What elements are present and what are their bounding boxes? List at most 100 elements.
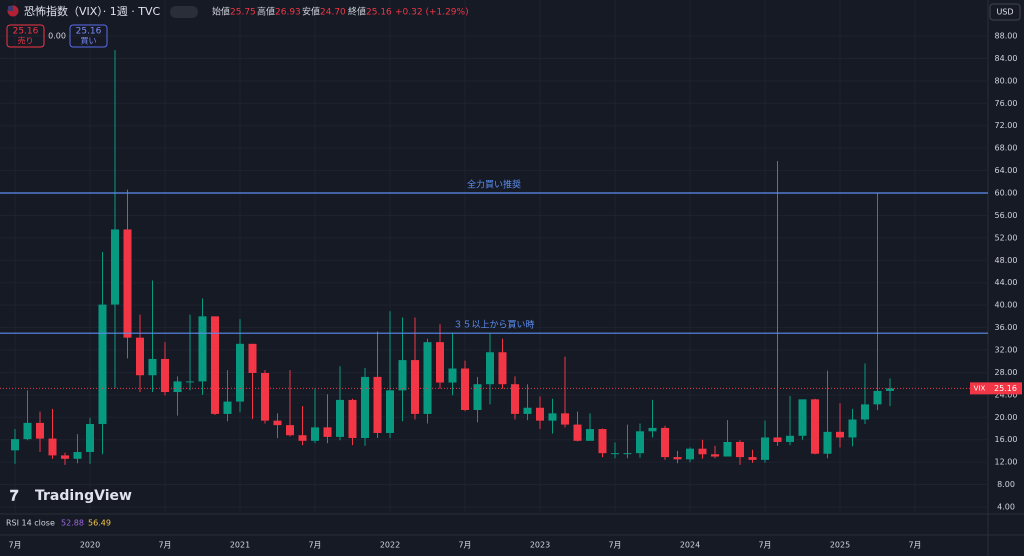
high-value: 26.93 [275, 8, 301, 18]
candle-body [786, 435, 794, 442]
y-tick-label: 68.00 [995, 144, 1018, 153]
candle-body [598, 429, 607, 454]
open-label: 始値 [212, 6, 230, 18]
candle-body [736, 441, 744, 458]
candle-body [523, 407, 532, 414]
y-tick-label: 8.00 [997, 480, 1015, 489]
candle-body [498, 352, 507, 385]
candle-body [73, 452, 82, 459]
candle-body [223, 401, 232, 414]
y-tick-label: 48.00 [995, 256, 1018, 265]
candle-body [873, 390, 882, 405]
candle-body [848, 419, 857, 438]
symbol-badge [970, 382, 989, 395]
candle-body [636, 431, 644, 454]
y-tick-label: 12.00 [995, 458, 1018, 467]
candle-body [461, 368, 469, 410]
y-tick-label: 88.00 [995, 32, 1018, 41]
low-label: 安値 [302, 6, 320, 18]
candle-body [173, 381, 182, 393]
y-tick-label: 64.00 [995, 166, 1018, 175]
y-tick-label: 20.00 [995, 413, 1018, 422]
candle-body [611, 453, 619, 455]
toggle[interactable] [170, 6, 198, 18]
symbol-badge-text: VIX [974, 384, 986, 392]
line-label: ３５以上から買い時 [453, 320, 534, 331]
candle-body [561, 413, 569, 425]
candle-body [586, 429, 594, 441]
candle-body [723, 441, 732, 457]
sell-label: 売り [18, 36, 34, 46]
high-label: 高値 [257, 6, 275, 18]
candle-body [423, 342, 432, 414]
flag-icon [8, 6, 13, 11]
candle-body [623, 453, 632, 455]
rsi-value: 52.88 [61, 519, 84, 528]
x-tick-label: 2023 [530, 541, 550, 550]
candle-body [211, 316, 219, 414]
candle-body [198, 316, 207, 382]
y-tick-label: 52.00 [995, 233, 1018, 242]
buy-price: 25.16 [76, 27, 102, 37]
buy-button[interactable] [69, 24, 108, 48]
candle-body [548, 413, 557, 421]
candle-body [686, 448, 694, 460]
sell-price: 25.16 [13, 27, 39, 37]
candle-body [61, 455, 69, 459]
close-label: 終値 [348, 6, 366, 18]
y-tick-label: 84.00 [995, 54, 1018, 63]
candle-body [11, 439, 19, 451]
candle-body [836, 431, 844, 438]
y-tick-label: 16.00 [995, 435, 1018, 444]
x-tick-label: 7月 [308, 541, 321, 550]
candle-body [48, 438, 57, 456]
candle-body [373, 376, 382, 433]
candle-body [361, 376, 369, 439]
y-tick-label: 76.00 [995, 99, 1018, 108]
candle-body [111, 229, 119, 305]
candle-body [886, 388, 894, 391]
y-tick-label: 56.00 [995, 211, 1018, 220]
currency-button[interactable] [989, 3, 1021, 21]
y-tick-label: 44.00 [995, 278, 1018, 287]
marks: 全力買い推奨 ３５以上から買い時 [0, 50, 988, 465]
candle-body [698, 448, 707, 455]
line-label: 全力買い推奨 [467, 179, 521, 191]
candle-body [236, 343, 244, 402]
y-tick-label: 32.00 [995, 345, 1018, 354]
candle-body [473, 384, 482, 410]
x-tick-label: 2020 [80, 541, 100, 550]
sell-button[interactable] [6, 24, 45, 48]
y-tick-label: 28.00 [995, 368, 1018, 377]
candle-body [23, 422, 32, 440]
close-value: 25.16 [366, 8, 392, 18]
candle-body [98, 304, 107, 425]
logo-mark: 𝟕 [10, 487, 19, 505]
candle-body [123, 229, 132, 338]
low-value: 24.70 [320, 8, 346, 18]
candle-body [761, 437, 769, 460]
x-tick-label: 7月 [908, 541, 921, 550]
buy-label: 買い [81, 37, 97, 46]
y-tick-label: 4.00 [997, 502, 1015, 511]
candle-body [336, 399, 344, 437]
candle-body [823, 431, 832, 454]
x-tick-label: 7月 [458, 541, 471, 550]
candle-body [298, 435, 307, 441]
candle-body [798, 399, 807, 436]
y-tick-label: 80.00 [995, 76, 1018, 85]
candle-body [711, 454, 719, 457]
candle-body [311, 427, 319, 441]
candle-body [573, 424, 582, 441]
spread: 0.00 [48, 32, 66, 41]
x-tick-label: 2022 [380, 541, 400, 550]
y-tick-label: 60.00 [995, 189, 1018, 198]
x-tick-label: 2025 [830, 541, 850, 550]
symbol: 恐怖指数（VIX）· 1週 · TVC [24, 4, 161, 18]
x-tick-label: 7月 [758, 541, 771, 550]
y-tick-label: 40.00 [995, 301, 1018, 310]
candle-body [748, 457, 757, 460]
candle-body [148, 358, 157, 376]
candle-body [286, 425, 294, 436]
